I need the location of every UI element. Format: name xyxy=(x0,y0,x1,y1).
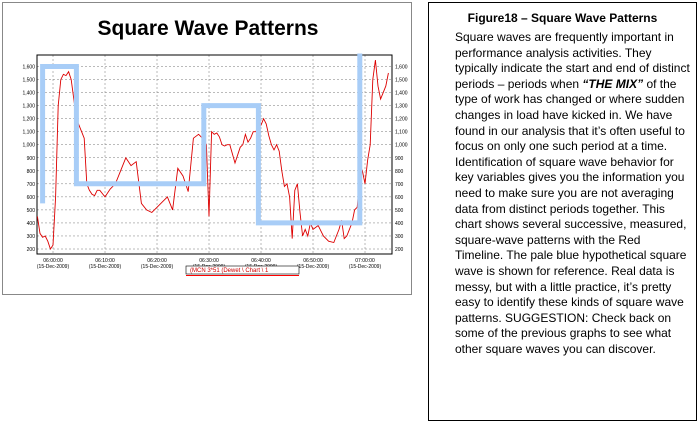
y-tick-label-right: 700 xyxy=(395,182,404,188)
x-tick-date: (15-Dec-2009) xyxy=(349,264,382,270)
y-tick-label-left: 1,100 xyxy=(22,130,35,136)
y-tick-label-right: 1,200 xyxy=(395,117,408,123)
y-tick-label-right: 1,600 xyxy=(395,65,408,71)
x-tick-date: (15-Dec-2009) xyxy=(37,264,70,270)
series-line-hypothetical-square-wave xyxy=(40,53,363,226)
y-tick-label-right: 800 xyxy=(395,169,404,175)
caption-text-after: of the type of work has changed or where… xyxy=(455,76,687,356)
plot-frame xyxy=(36,54,393,255)
legend-box xyxy=(185,265,300,275)
y-tick-label-left: 500 xyxy=(27,208,36,214)
series-line-measured xyxy=(36,59,389,251)
y-tick-label-left: 1,000 xyxy=(22,143,35,149)
y-tick-label-right: 900 xyxy=(395,156,404,162)
y-tick-label-left: 400 xyxy=(27,221,36,227)
caption-panel: Figure18 – Square Wave Patterns Square w… xyxy=(428,2,697,421)
x-tick-date: (15-Dec-2009) xyxy=(297,264,330,270)
y-tick-label-right: 300 xyxy=(395,234,404,240)
caption-title: Figure18 – Square Wave Patterns xyxy=(467,11,658,25)
x-tick-time: 06:10:00 xyxy=(95,258,115,264)
series-layer xyxy=(36,53,389,251)
y-tick-label-right: 200 xyxy=(395,247,404,253)
y-tick-label-left: 800 xyxy=(27,169,36,175)
y-tick-label-right: 500 xyxy=(395,208,404,214)
caption-text-before: Square waves are frequently important in… xyxy=(455,30,690,91)
chart-title: Square Wave Patterns xyxy=(97,17,319,40)
y-tick-label-left: 1,300 xyxy=(22,104,35,110)
line-chart: 200 300 400 500 600 700 800 900 1,000 1,100 1,200 1… xyxy=(22,53,408,276)
y-tick-label-left: 200 xyxy=(27,247,36,253)
x-tick-date: (15-Dec-2009) xyxy=(141,264,174,270)
y-tick-label-left: 1,400 xyxy=(22,91,35,97)
x-tick-time: 07:00:00 xyxy=(355,258,375,264)
y-tick-label-right: 1,100 xyxy=(395,130,408,136)
chart-panel: Square Wave Patterns 200 300 400 500 600 700 8… xyxy=(2,2,412,295)
x-tick-date: (15-Dec-2009) xyxy=(89,264,122,270)
y-tick-label-left: 1,200 xyxy=(22,117,35,123)
y-tick-label-right: 1,000 xyxy=(395,143,408,149)
caption-emphasis: “THE MIX” xyxy=(582,76,644,91)
x-axis: 06:00:00(15-Dec-2009)06:10:00(15-Dec-200… xyxy=(37,258,382,270)
y-tick-label-left: 600 xyxy=(27,195,36,201)
x-tick-time: 06:00:00 xyxy=(43,258,63,264)
y-tick-label-left: 1,500 xyxy=(22,78,35,84)
caption-body: Square waves are frequently important in… xyxy=(455,30,691,357)
y-axis-left: 200 300 400 500 600 700 800 900 1,000 1,100 1,200 1… xyxy=(22,65,35,253)
y-tick-label-left: 1,600 xyxy=(22,65,35,71)
y-tick-label-left: 700 xyxy=(27,182,36,188)
y-tick-label-right: 400 xyxy=(395,221,404,227)
y-tick-label-right: 1,400 xyxy=(395,91,408,97)
legend-label: (MCN 3*51 (Dewet \ Chart \ 1 xyxy=(190,268,269,274)
y-tick-label-right: 1,500 xyxy=(395,78,408,84)
y-tick-label-left: 900 xyxy=(27,156,36,162)
legend: (MCN 3*51 (Dewet \ Chart \ 1 xyxy=(185,265,300,276)
y-axis-right: 200 300 400 500 600 700 800 900 1,000 1,100 1,200 1… xyxy=(395,65,408,253)
x-tick-time: 06:30:00 xyxy=(199,258,219,264)
x-tick-time: 06:20:00 xyxy=(147,258,167,264)
y-tick-label-right: 600 xyxy=(395,195,404,201)
x-tick-time: 06:50:00 xyxy=(303,258,323,264)
y-tick-label-right: 1,300 xyxy=(395,104,408,110)
x-tick-time: 06:40:00 xyxy=(251,258,271,264)
y-tick-label-left: 300 xyxy=(27,234,36,240)
